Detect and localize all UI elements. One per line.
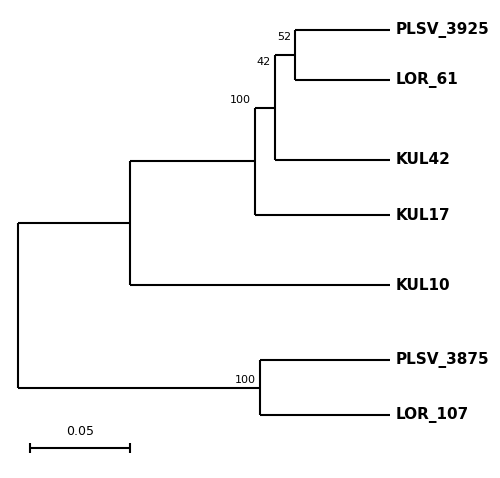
Text: KUL17: KUL17 bbox=[396, 207, 450, 222]
Text: 0.05: 0.05 bbox=[66, 425, 94, 438]
Text: PLSV_3925: PLSV_3925 bbox=[396, 22, 490, 38]
Text: 100: 100 bbox=[230, 95, 251, 105]
Text: 52: 52 bbox=[277, 33, 291, 43]
Text: LOR_107: LOR_107 bbox=[396, 407, 469, 423]
Text: KUL10: KUL10 bbox=[396, 278, 450, 293]
Text: 100: 100 bbox=[235, 375, 256, 385]
Text: PLSV_3875: PLSV_3875 bbox=[396, 352, 490, 368]
Text: LOR_61: LOR_61 bbox=[396, 72, 459, 88]
Text: KUL42: KUL42 bbox=[396, 152, 451, 167]
Text: 42: 42 bbox=[257, 57, 271, 67]
